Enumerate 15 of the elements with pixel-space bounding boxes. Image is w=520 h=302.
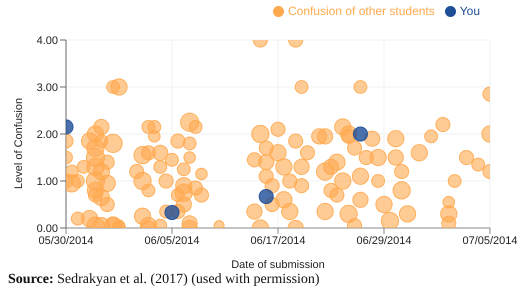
y-tick-label: 0.00 [36, 222, 58, 235]
x-tick-label: 06/29/2014 [356, 234, 412, 247]
x-axis-title: Date of submission [231, 259, 325, 271]
legend-label: Confusion of other students [288, 4, 435, 18]
y-tick-label: 2.00 [36, 128, 58, 141]
x-tick-label: 06/17/2014 [250, 234, 306, 247]
x-tick-label: 06/05/2014 [144, 234, 200, 247]
y-axis-title: Level of Confusion [12, 98, 25, 189]
x-tick-label: 07/05/2014 [462, 234, 518, 247]
y-tick-label: 3.00 [36, 82, 58, 94]
legend-label: You [460, 4, 480, 18]
y-tick-label: 1.00 [36, 176, 58, 188]
x-tick-label: 05/30/2014 [38, 234, 94, 247]
y-tick-label: 4.00 [36, 34, 58, 47]
source-note: Source: Sedrakyan et al. (2017) (used with permission) [8, 272, 321, 288]
